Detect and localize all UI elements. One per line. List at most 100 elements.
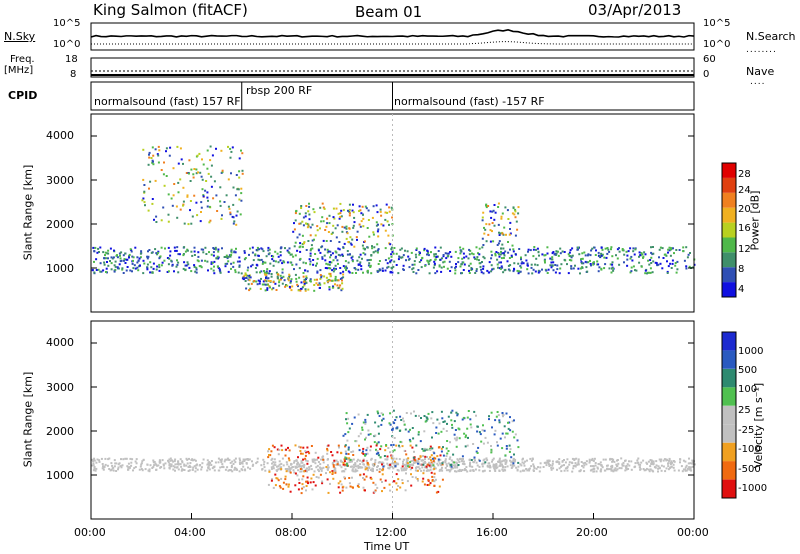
range-cell: [264, 279, 267, 282]
range-cell: [294, 273, 297, 276]
range-cell: [117, 466, 120, 469]
range-cell: [463, 263, 466, 266]
range-cell: [187, 470, 190, 472]
range-cell: [300, 207, 303, 209]
range-cell: [376, 211, 379, 214]
range-cell: [497, 242, 500, 245]
range-cell: [433, 264, 436, 267]
range-cell: [316, 257, 319, 260]
range-cell: [593, 246, 596, 249]
range-cell: [411, 427, 414, 429]
range-cell: [434, 246, 437, 249]
range-cell: [275, 289, 278, 291]
range-cell: [684, 468, 686, 471]
range-cell: [337, 253, 340, 256]
range-cell: [544, 261, 546, 264]
range-cell: [339, 459, 342, 462]
range-cell: [289, 490, 292, 493]
range-cell: [162, 173, 165, 176]
range-cell: [520, 464, 523, 467]
range-cell: [106, 261, 108, 263]
range-cell: [146, 463, 149, 466]
range-cell: [564, 461, 567, 464]
range-cell: [210, 262, 213, 265]
range-cell: [275, 469, 278, 472]
range-cell: [417, 269, 420, 271]
range-cell: [426, 253, 428, 256]
range-cell: [121, 267, 124, 270]
range-cell: [376, 230, 379, 233]
range-cell: [446, 440, 449, 442]
range-cell: [466, 444, 469, 447]
range-cell: [312, 263, 315, 266]
range-cell: [686, 467, 689, 470]
range-cell: [262, 280, 265, 283]
range-cell: [414, 469, 417, 472]
range-cell: [429, 445, 432, 448]
range-cell: [564, 467, 567, 470]
range-cell: [403, 463, 406, 466]
range-cell: [206, 459, 209, 462]
range-cell: [346, 253, 349, 256]
range-cell: [270, 479, 273, 482]
range-cell: [336, 463, 339, 466]
range-cell: [604, 247, 607, 250]
range-cell: [638, 251, 641, 254]
range-cell: [476, 452, 479, 454]
range-cell: [217, 267, 220, 269]
range-cell: [390, 454, 393, 457]
range-cell: [337, 444, 340, 447]
range-cell: [342, 246, 345, 249]
range-cell: [167, 213, 170, 216]
range-cell: [662, 257, 665, 259]
range-cell: [357, 263, 360, 266]
range-cell: [439, 246, 442, 249]
colorbar-swatch: [722, 350, 736, 369]
range-cell: [657, 263, 660, 266]
range-cell: [483, 462, 486, 465]
range-cell: [276, 448, 279, 451]
range-cell: [234, 251, 237, 254]
xtick-1: 04:00: [174, 526, 206, 539]
range-cell: [224, 458, 227, 461]
range-cell: [620, 457, 623, 460]
range-cell: [462, 252, 465, 255]
range-cell: [395, 482, 398, 485]
range-cell: [437, 458, 440, 461]
range-cell: [426, 456, 428, 458]
range-cell: [125, 269, 128, 272]
range-cell: [511, 244, 514, 247]
range-cell: [208, 461, 211, 464]
range-cell: [482, 211, 485, 214]
range-cell: [509, 448, 512, 451]
range-cell: [582, 262, 585, 265]
range-cell: [551, 460, 554, 463]
range-cell: [480, 440, 483, 443]
range-cell: [419, 455, 422, 458]
range-cell: [593, 261, 595, 264]
range-cell: [630, 468, 633, 471]
range-cell: [667, 465, 670, 468]
range-cell: [129, 269, 132, 272]
range-cell: [221, 169, 224, 172]
range-cell: [345, 418, 347, 421]
range-cell: [284, 478, 287, 481]
range-cell: [616, 468, 619, 471]
range-cell: [184, 264, 187, 267]
range-cell: [285, 284, 287, 286]
range-cell: [245, 462, 248, 464]
range-cell: [397, 485, 400, 487]
range-cell: [585, 463, 588, 466]
range-cell: [175, 466, 178, 469]
range-cell: [610, 248, 612, 251]
range-cell: [274, 484, 277, 487]
range-cell: [339, 284, 342, 287]
range-cell: [114, 265, 117, 268]
range-cell: [496, 466, 499, 469]
range-cell: [556, 264, 559, 267]
range-cell: [369, 445, 372, 448]
range-cell: [204, 189, 207, 192]
range-cell: [327, 491, 330, 494]
range-cell: [233, 459, 236, 462]
range-cell: [578, 470, 581, 473]
